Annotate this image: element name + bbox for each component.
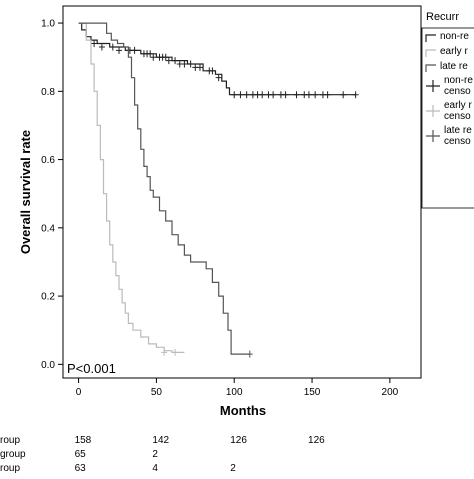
risk-cell: 126: [308, 435, 325, 446]
censor-mark-nonrec: [259, 91, 266, 99]
legend-swatch: [425, 34, 436, 42]
censor-mark-nonrec: [237, 91, 244, 99]
series-layer: [78, 22, 359, 358]
risk-cell: 158: [75, 435, 92, 446]
y-tick-label: 0.4: [41, 223, 55, 234]
censor-mark-nonrec: [150, 53, 157, 61]
censor-mark-nonrec: [181, 60, 188, 68]
risk-cell: 65: [75, 449, 87, 460]
censor-mark-early: [161, 348, 168, 356]
censor-mark-nonrec: [172, 57, 179, 65]
censor-mark-nonrec: [147, 50, 154, 58]
censor-mark-nonrec: [243, 91, 250, 99]
y-tick-label: 0.2: [41, 292, 55, 303]
x-tick-label: 100: [226, 387, 243, 398]
legend-label-sub: censo: [444, 86, 471, 97]
survival-curve-late: [78, 22, 250, 355]
risk-cell: 2: [152, 449, 158, 460]
risk-cell: 142: [152, 435, 169, 446]
legend-label: early r: [440, 46, 468, 57]
legend-label-sub: censo: [444, 136, 471, 147]
risk-cell: 2: [230, 463, 236, 474]
risk-row-label: roup: [0, 463, 20, 474]
x-tick-label: 150: [304, 387, 321, 398]
risk-cell: 63: [75, 463, 87, 474]
y-tick-label: 0.0: [41, 360, 55, 371]
censor-mark-nonrec: [324, 91, 331, 99]
legend-title: Recurr: [426, 11, 459, 23]
censor-mark-nonrec: [312, 91, 319, 99]
x-axis-title: Months: [220, 403, 266, 418]
censor-mark-nonrec: [352, 91, 359, 99]
plot-frame: [62, 5, 422, 379]
legend-swatch: [425, 64, 436, 72]
censor-mark-nonrec: [187, 60, 194, 68]
y-tick-label: 0.8: [41, 87, 55, 98]
censor-mark-nonrec: [340, 91, 347, 99]
risk-row-label: roup: [0, 435, 20, 446]
p-value-annotation: P<0.001: [67, 361, 116, 376]
legend-label: late re: [440, 61, 468, 72]
legend-label: late re: [444, 125, 472, 136]
x-tick-label: 0: [76, 387, 82, 398]
x-axis: 0 50 100 150 200: [76, 378, 399, 398]
censor-mark-early: [172, 348, 179, 356]
y-tick-label: 0.6: [41, 155, 55, 166]
censor-mark-nonrec: [98, 43, 105, 51]
censor-mark-nonrec: [131, 46, 138, 54]
x-tick-label: 200: [382, 387, 399, 398]
censor-mark-nonrec: [209, 67, 216, 75]
y-axis: 0.0 0.2 0.4 0.6 0.8 1.0: [41, 19, 63, 371]
legend-label: non-re: [440, 31, 469, 42]
survival-curve-early: [78, 22, 185, 353]
censor-mark-nonrec: [215, 74, 222, 82]
censor-mark-nonrec: [196, 63, 203, 71]
legend-swatch: [425, 49, 436, 57]
censor-mark-late: [246, 350, 253, 358]
censor-mark-nonrec: [293, 91, 300, 99]
risk-cell: 4: [152, 463, 158, 474]
risk-row-label: group: [0, 449, 26, 460]
censor-mark-nonrec: [231, 91, 238, 99]
censor-mark-nonrec: [162, 53, 169, 61]
censor-mark-nonrec: [165, 57, 172, 65]
censor-mark-nonrec: [91, 40, 98, 48]
censor-mark-nonrec: [270, 91, 277, 99]
legend-label: non-re: [444, 75, 473, 86]
censor-mark-nonrec: [109, 43, 116, 51]
legend-swatch-censor: [426, 130, 440, 142]
legend-swatch-censor: [426, 80, 440, 92]
risk-cell: 126: [230, 435, 247, 446]
risk-table: roup 158 142 126 126 group 65 2 roup 63 4 2: [0, 435, 325, 474]
survival-curve-nonrec: [78, 22, 356, 96]
censor-mark-nonrec: [282, 91, 289, 99]
legend-swatch-censor: [426, 105, 440, 117]
legend-label: early r: [444, 100, 472, 111]
censor-mark-nonrec: [305, 91, 312, 99]
x-tick-label: 50: [151, 387, 163, 398]
y-axis-title: Overall survival rate: [18, 130, 33, 254]
legend-label-sub: censo: [444, 111, 471, 122]
censor-mark-nonrec: [116, 46, 123, 54]
y-tick-label: 1.0: [41, 19, 55, 30]
legend-frame: [421, 27, 474, 209]
